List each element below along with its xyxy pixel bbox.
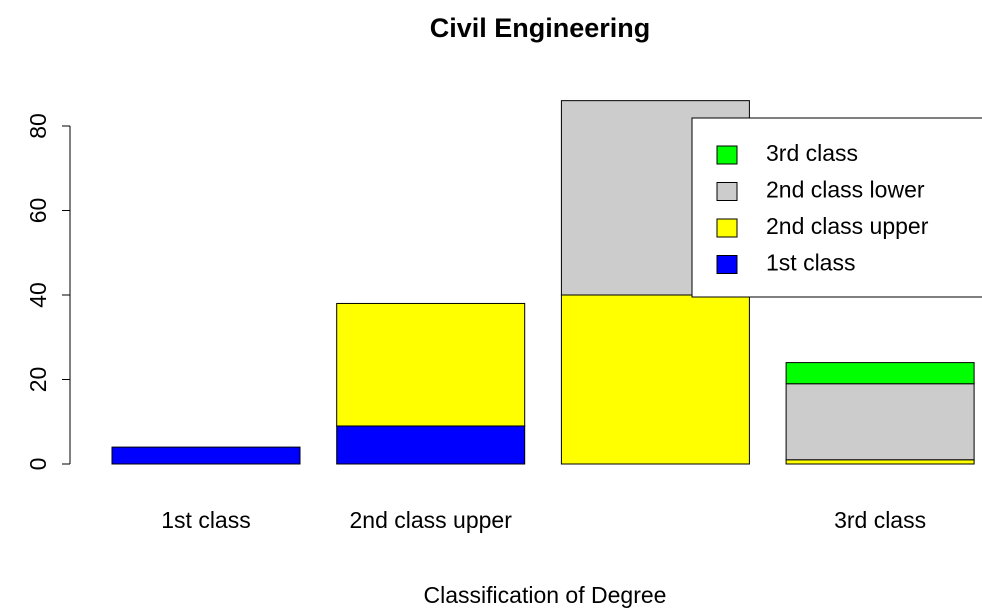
legend-box (691, 117, 982, 298)
legend-swatch (716, 255, 738, 274)
y-tick-label: 60 (25, 198, 51, 224)
bar-segment (785, 383, 975, 461)
bar-segment (560, 294, 750, 465)
x-axis-label: Classification of Degree (424, 582, 667, 608)
bar-segment (111, 446, 301, 465)
bar-segment (336, 425, 526, 465)
y-tick-label: 80 (25, 113, 51, 139)
y-tick-label: 20 (25, 367, 51, 393)
legend-swatch (716, 218, 738, 238)
legend: 3rd class 2nd class lower 2nd class upper 1… (691, 117, 982, 298)
x-tick-label: 1st class (161, 507, 250, 533)
x-tick-label: 2nd class upper (350, 507, 513, 533)
y-tick-label: 40 (25, 282, 51, 308)
legend-label: 2nd class lower (766, 177, 925, 203)
x-tick-label: 3rd class (834, 507, 926, 533)
legend-swatch (716, 182, 738, 201)
legend-label: 2nd class upper (766, 213, 929, 239)
legend-label: 3rd class (766, 140, 858, 166)
bar-segment (336, 302, 526, 427)
bar-segment (785, 459, 975, 465)
y-tick-label: 0 (25, 458, 51, 471)
chart-title: Civil Engineering (430, 13, 651, 43)
legend-swatch (716, 145, 738, 165)
legend-label: 1st class (766, 250, 855, 276)
bar-segment (785, 362, 975, 385)
